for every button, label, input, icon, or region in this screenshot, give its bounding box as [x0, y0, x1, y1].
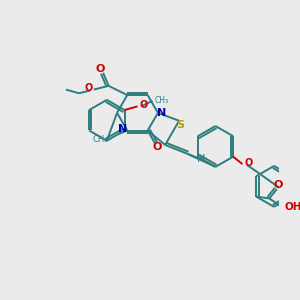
- Text: OH: OH: [284, 202, 300, 212]
- Text: H: H: [196, 154, 205, 164]
- Text: S: S: [176, 120, 184, 130]
- Text: CH₃: CH₃: [92, 135, 108, 144]
- Text: O: O: [273, 181, 282, 190]
- Text: N: N: [118, 124, 127, 134]
- Text: O: O: [96, 64, 105, 74]
- Text: N: N: [157, 108, 166, 118]
- Text: O: O: [85, 83, 93, 93]
- Text: O: O: [244, 158, 253, 168]
- Text: O: O: [152, 142, 162, 152]
- Text: O: O: [140, 100, 148, 110]
- Text: CH₃: CH₃: [154, 96, 168, 105]
